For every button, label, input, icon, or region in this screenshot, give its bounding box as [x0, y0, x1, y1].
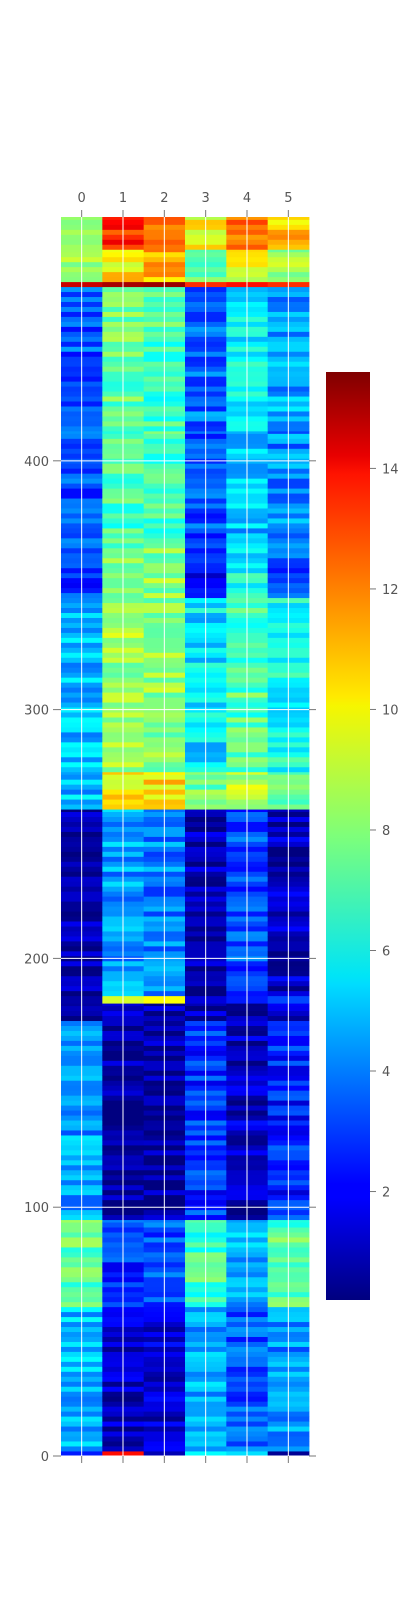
y-tick-label: 400: [24, 455, 49, 470]
heatmap-band: [61, 217, 310, 250]
y-tick-label: 100: [24, 1201, 49, 1216]
x-tick-label: 1: [119, 191, 127, 206]
heatmap-band: [61, 1219, 310, 1308]
colorbar-tick-label: 6: [382, 944, 390, 959]
y-tick-label: 200: [24, 952, 49, 967]
colorbar-gradient: [326, 372, 370, 1300]
x-tick-label: 0: [78, 191, 86, 206]
x-tick-label: 5: [284, 191, 292, 206]
heatmap-band: [61, 771, 310, 810]
y-tick-label: 300: [24, 704, 49, 719]
colorbar-tick-label: 10: [382, 703, 399, 718]
axes: 0 1 2 3 4 5 0 100 200 300 400: [24, 191, 316, 1465]
heatmap-band: [61, 249, 310, 283]
heatmap-band: [61, 281, 310, 288]
heatmap-band: [61, 995, 310, 1004]
colorbar-tick-label: 14: [382, 462, 399, 477]
colorbar-tick-label: 12: [382, 583, 399, 598]
colorbar-tick-label: 8: [382, 824, 390, 839]
heatmap-band: [61, 1003, 310, 1022]
x-tick-label: 2: [160, 191, 168, 206]
x-tick-label: 3: [202, 191, 210, 206]
grid-lines: [61, 217, 309, 1457]
heatmap-band: [61, 1306, 310, 1452]
heatmap-band: [61, 809, 310, 997]
y-tick-label: 0: [41, 1450, 49, 1465]
heatmap-band: [61, 286, 310, 432]
colorbar: 2 4 6 8 10 12 14: [326, 372, 399, 1300]
heatmap-band: [61, 547, 310, 599]
colorbar-tick-label: 4: [382, 1065, 390, 1080]
x-tick-label: 4: [243, 191, 251, 206]
heatmap-band: [61, 430, 310, 549]
heatmap-band: [61, 597, 310, 773]
colorbar-tick-label: 2: [382, 1186, 390, 1201]
heatmap-cells: [61, 217, 310, 1457]
heatmap-band: [61, 1020, 310, 1221]
